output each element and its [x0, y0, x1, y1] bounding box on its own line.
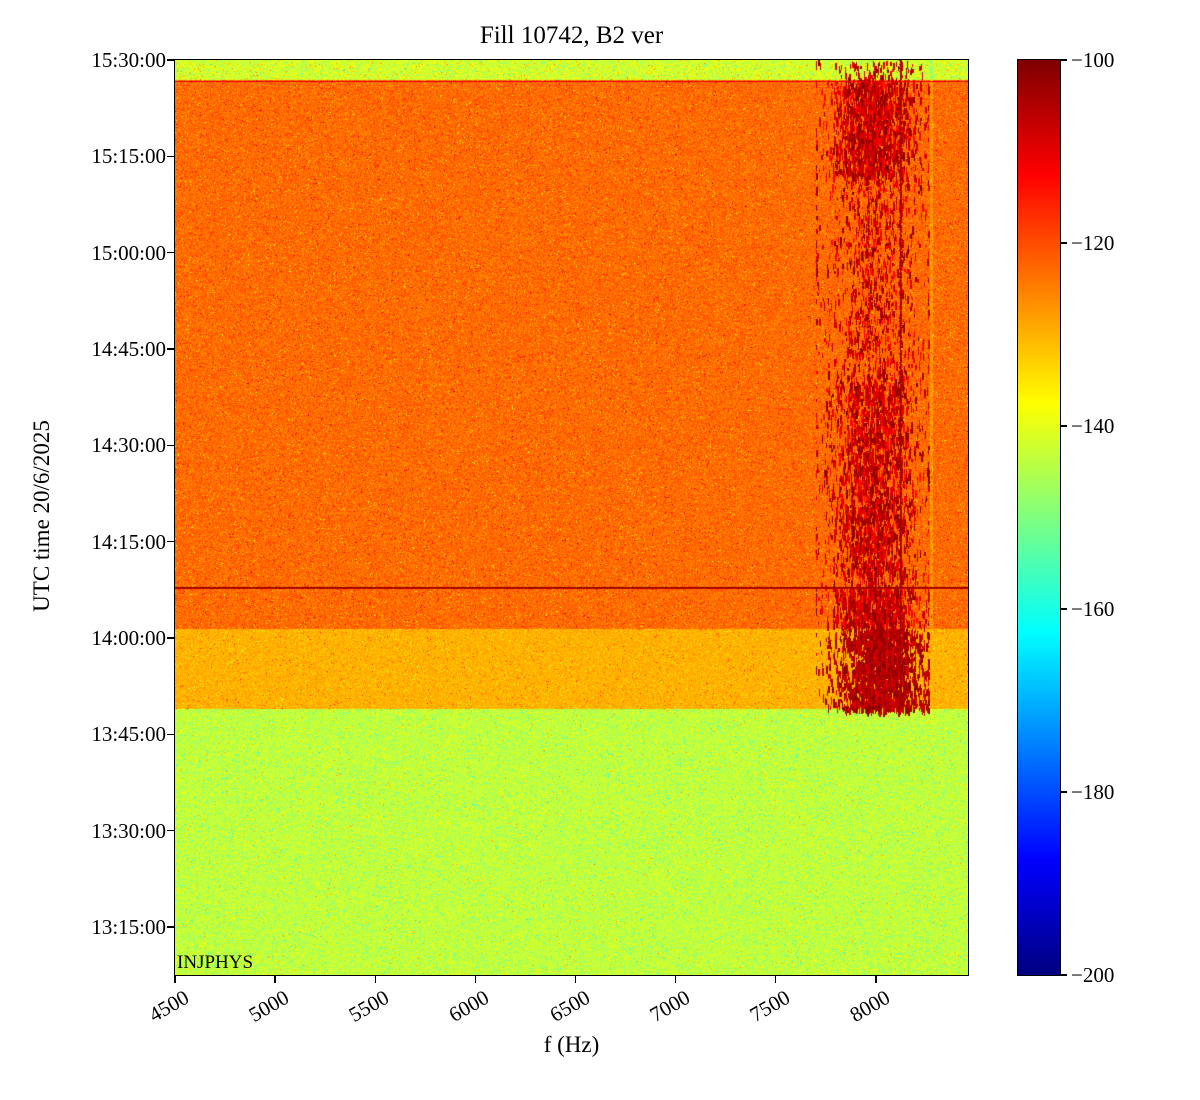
colorbar-tick-mark: [1061, 59, 1067, 61]
x-tick-label: 5500: [344, 985, 394, 1027]
y-tick-mark: [167, 251, 174, 254]
y-tick-mark: [167, 540, 174, 543]
colorbar-tick-mark: [1061, 608, 1067, 610]
y-tick-mark: [167, 926, 174, 928]
colorbar: [1017, 59, 1061, 976]
x-tick-label: 8000: [845, 985, 894, 1027]
colorbar-tick-label: −100: [1071, 48, 1115, 72]
x-tick-label: 7500: [745, 985, 794, 1027]
x-tick-mark: [574, 976, 577, 983]
y-tick-label: 14:15:00: [91, 529, 166, 554]
x-tick-label: 6500: [545, 985, 594, 1027]
spectrogram-heatmap: [175, 60, 968, 975]
y-tick-mark: [167, 59, 174, 61]
y-tick-label: 15:30:00: [91, 48, 166, 72]
colorbar-gradient: [1018, 60, 1060, 975]
colorbar-tick-label: −120: [1071, 231, 1115, 255]
colorbar-tick-mark: [1061, 974, 1067, 976]
y-tick-label: 14:30:00: [91, 433, 166, 458]
colorbar-tick-label: −140: [1071, 414, 1115, 438]
chart-title: Fill 10742, B2 ver: [479, 22, 664, 49]
x-tick-label: 5000: [244, 985, 294, 1027]
y-tick-label: 14:00:00: [91, 625, 166, 650]
y-tick-label: 15:00:00: [91, 240, 166, 265]
y-tick-mark: [167, 829, 174, 832]
beam-mode-annotation: INJPHYS: [177, 952, 254, 973]
y-tick-mark: [167, 444, 174, 446]
y-tick-mark: [167, 733, 174, 735]
colorbar-tick-mark: [1061, 791, 1067, 793]
y-tick-label: 13:15:00: [91, 914, 166, 939]
x-tick-mark: [775, 976, 777, 983]
y-tick-mark: [167, 348, 174, 350]
x-tick-mark: [674, 976, 677, 983]
y-tick-mark: [167, 637, 174, 639]
x-tick-label: 4500: [144, 985, 193, 1027]
x-tick-mark: [174, 976, 176, 983]
colorbar-tick-label: −160: [1071, 597, 1115, 621]
x-tick-label: 7000: [645, 985, 694, 1027]
x-tick-label: 6000: [445, 985, 494, 1027]
y-tick-label: 14:45:00: [91, 336, 166, 361]
y-tick-label: 13:30:00: [91, 818, 166, 843]
y-tick-mark: [167, 155, 174, 157]
x-tick-mark: [875, 976, 877, 983]
colorbar-tick-label: −180: [1071, 780, 1115, 804]
plot-area: INJPHYS: [174, 59, 969, 976]
x-tick-mark: [274, 976, 276, 983]
colorbar-tick-mark: [1061, 425, 1067, 427]
y-tick-label: 15:15:00: [91, 144, 166, 169]
x-axis-label: f (Hz): [543, 1032, 600, 1057]
x-tick-mark: [374, 976, 376, 983]
y-tick-label: 13:45:00: [91, 722, 166, 747]
colorbar-tick-mark: [1061, 242, 1067, 244]
x-tick-mark: [474, 976, 477, 983]
colorbar-tick-label: −200: [1071, 963, 1115, 987]
